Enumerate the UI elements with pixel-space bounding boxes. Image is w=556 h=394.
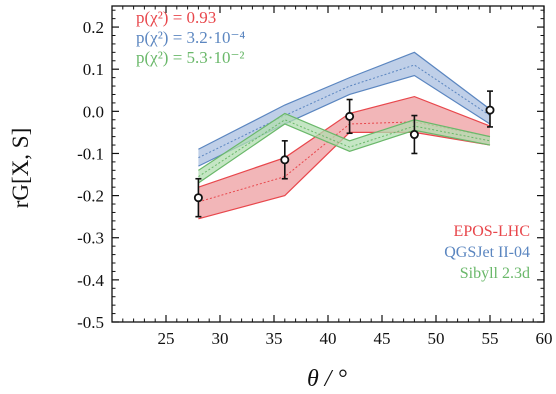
x-tick-label: 45 bbox=[374, 329, 391, 348]
model-bands bbox=[198, 51, 491, 220]
band-lower-2 bbox=[198, 123, 491, 184]
legend-entry-2: Sibyll 2.3d bbox=[460, 265, 530, 282]
band-2 bbox=[198, 113, 490, 183]
data-point bbox=[280, 155, 290, 165]
data-point bbox=[193, 193, 203, 203]
data-point bbox=[345, 111, 355, 121]
y-tick-label: 0.0 bbox=[83, 102, 104, 121]
band-upper-2 bbox=[198, 112, 491, 171]
p-value-1: p(χ²) = 3.2·10⁻⁴ bbox=[136, 28, 245, 47]
band-0 bbox=[198, 96, 490, 219]
x-tick-label: 35 bbox=[266, 329, 283, 348]
y-tick-label: 0.1 bbox=[83, 60, 104, 79]
axis-ticks: 25 30 35 40 45 50 55 60 0.2 0.1 0.0 -0.1 -0.2 -0.3 -0.… bbox=[77, 6, 553, 348]
band-center-1 bbox=[198, 64, 491, 159]
band-center-2 bbox=[198, 119, 491, 178]
x-tick-label: 60 bbox=[536, 329, 553, 348]
band-upper-1 bbox=[198, 51, 491, 150]
y-tick-label: -0.3 bbox=[77, 229, 104, 248]
y-tick-label: -0.5 bbox=[77, 313, 104, 332]
legend-entry-1: QGSJet II-04 bbox=[444, 244, 530, 261]
x-tick-label: 25 bbox=[158, 329, 175, 348]
y-tick-label: -0.1 bbox=[77, 144, 104, 163]
y-tick-label: -0.2 bbox=[77, 187, 104, 206]
y-axis-label: rG[X, S] bbox=[8, 128, 33, 209]
data-points bbox=[193, 90, 495, 218]
x-tick-label: 30 bbox=[212, 329, 229, 348]
x-axis-label: θ / ° bbox=[307, 366, 347, 392]
y-tick-label: 0.2 bbox=[83, 18, 104, 37]
data-point bbox=[485, 105, 495, 115]
legend-entry-0: EPOS-LHC bbox=[454, 223, 530, 240]
data-point bbox=[409, 130, 419, 140]
legend: EPOS-LHC QGSJet II-04 Sibyll 2.3d bbox=[444, 223, 530, 282]
x-tick-label: 55 bbox=[482, 329, 499, 348]
p-value-2: p(χ²) = 5.3·10⁻² bbox=[136, 48, 245, 67]
p-value-0: p(χ²) = 0.93 bbox=[136, 8, 216, 27]
y-tick-label: -0.4 bbox=[77, 271, 104, 290]
x-tick-label: 50 bbox=[428, 329, 445, 348]
p-values: p(χ²) = 0.93p(χ²) = 3.2·10⁻⁴p(χ²) = 5.3·… bbox=[136, 8, 245, 67]
x-tick-label: 40 bbox=[320, 329, 337, 348]
